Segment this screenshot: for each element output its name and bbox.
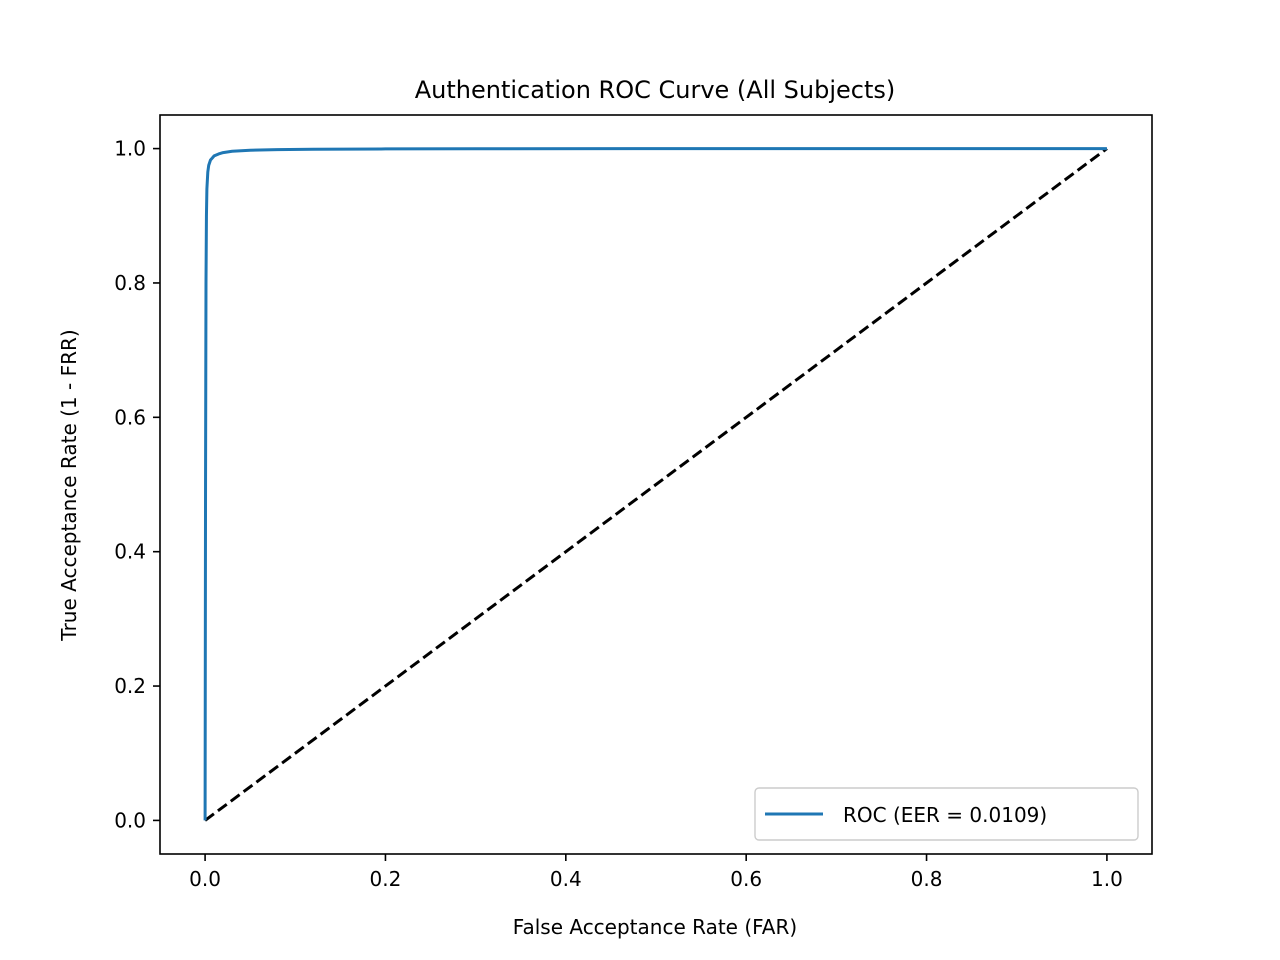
legend-box: [754, 787, 1139, 841]
x-tick-label: 1.0: [1091, 867, 1123, 891]
x-tick-label: 0.2: [370, 867, 402, 891]
y-axis: 0.0 0.2 0.4 0.6 0.8 1.0: [114, 137, 160, 832]
legend: ROC (EER = 0.0109): [754, 787, 1139, 841]
plot-frame: [159, 114, 1153, 855]
x-axis: 0.0 0.2 0.4 0.6 0.8 1.0: [189, 854, 1123, 891]
x-tick-label: 0.0: [189, 867, 221, 891]
y-tick-label: 0.6: [114, 405, 146, 429]
y-tick-label: 1.0: [114, 137, 146, 161]
roc-curve-line: [203, 147, 1107, 821]
x-tick-label: 0.4: [550, 867, 582, 891]
y-tick-label: 0.4: [114, 540, 146, 564]
x-tick-label: 0.6: [730, 867, 762, 891]
y-axis-label: True Acceptance Rate (1 - FRR): [57, 329, 81, 641]
y-tick-label: 0.2: [114, 674, 146, 698]
chance-diagonal-line: [204, 147, 1108, 822]
legend-label-roc: ROC (EER = 0.0109): [843, 803, 1047, 827]
series-layer: [203, 147, 1108, 822]
x-tick-label: 0.8: [911, 867, 943, 891]
y-tick-label: 0.0: [114, 808, 146, 832]
x-axis-label: False Acceptance Rate (FAR): [513, 915, 797, 939]
chart-title: Authentication ROC Curve (All Subjects): [415, 76, 896, 104]
y-tick-label: 0.8: [114, 271, 146, 295]
